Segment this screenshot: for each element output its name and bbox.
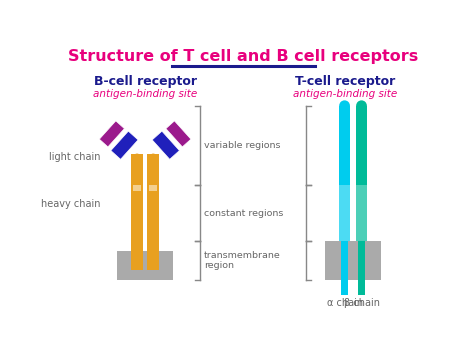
- Circle shape: [356, 100, 367, 111]
- Bar: [341, 280, 348, 295]
- Text: antigen-binding site: antigen-binding site: [93, 89, 197, 99]
- Bar: [118, 251, 173, 280]
- Polygon shape: [111, 131, 138, 159]
- Bar: [147, 154, 159, 270]
- Polygon shape: [100, 121, 124, 147]
- Bar: [133, 185, 141, 191]
- Text: heavy chain: heavy chain: [41, 199, 100, 209]
- Circle shape: [135, 154, 139, 159]
- Bar: [356, 106, 367, 185]
- Bar: [358, 280, 365, 295]
- Polygon shape: [152, 131, 180, 159]
- Text: antigen-binding site: antigen-binding site: [293, 89, 398, 99]
- Bar: [149, 185, 157, 191]
- Text: Structure of T cell and B cell receptors: Structure of T cell and B cell receptors: [68, 49, 418, 64]
- Text: constant regions: constant regions: [204, 209, 283, 218]
- Text: light chain: light chain: [49, 152, 100, 162]
- Bar: [358, 241, 365, 280]
- Bar: [339, 106, 350, 185]
- Circle shape: [339, 100, 350, 111]
- Text: transmembrane
region: transmembrane region: [204, 251, 281, 270]
- Bar: [341, 241, 348, 280]
- Text: B-cell receptor: B-cell receptor: [94, 75, 197, 88]
- Text: β chain: β chain: [344, 298, 380, 308]
- Polygon shape: [166, 121, 191, 147]
- Bar: [131, 154, 143, 270]
- Bar: [339, 185, 350, 241]
- Text: T-cell receptor: T-cell receptor: [295, 75, 395, 88]
- Text: variable regions: variable regions: [204, 141, 280, 150]
- Circle shape: [151, 154, 155, 159]
- Bar: [325, 241, 381, 280]
- Text: α chain: α chain: [327, 298, 363, 308]
- Bar: [356, 185, 367, 241]
